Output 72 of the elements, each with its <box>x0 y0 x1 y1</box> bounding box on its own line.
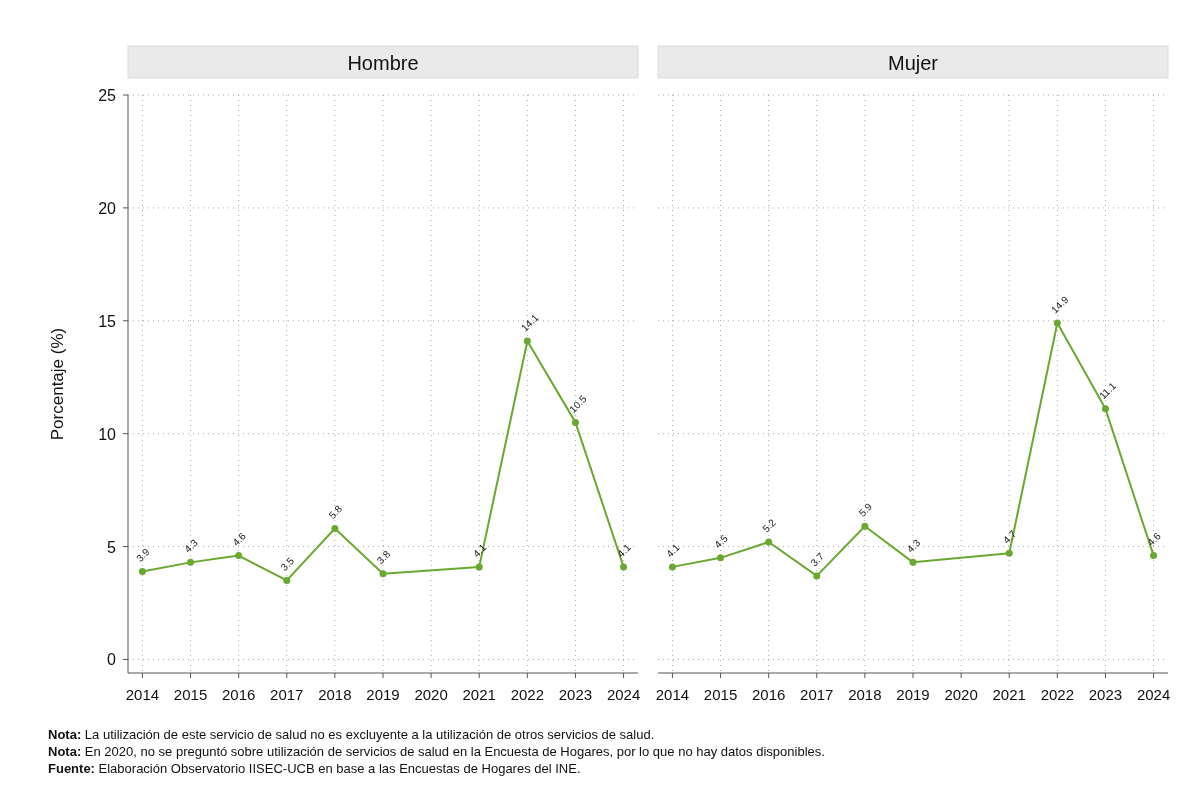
point <box>331 525 339 532</box>
data-label: 3.9 <box>134 545 152 564</box>
point <box>1005 549 1013 557</box>
x-tick-label: 2024 <box>1136 686 1171 703</box>
data-label: 4.6 <box>230 530 249 549</box>
x-tick-label: 2017 <box>800 686 834 703</box>
x-tick-label: 2023 <box>558 686 593 703</box>
data-label: 4.3 <box>182 536 201 555</box>
x-tick-label: 2015 <box>173 686 208 703</box>
data-label: 11.1 <box>1097 379 1119 402</box>
data-label: 4.5 <box>712 532 731 551</box>
point <box>1053 319 1061 327</box>
point <box>475 563 483 571</box>
data-label: 5.8 <box>326 503 345 521</box>
point <box>620 563 628 571</box>
x-tick-label: 2021 <box>992 686 1026 703</box>
x-tick-label: 2024 <box>606 686 641 703</box>
y-tick-label: 0 <box>107 651 117 669</box>
data-label: 4.1 <box>615 541 634 560</box>
point <box>1150 552 1158 560</box>
point <box>861 522 869 530</box>
data-label: 3.7 <box>808 550 827 569</box>
x-tick-label: 2016 <box>221 686 256 703</box>
x-tick-label: 2019 <box>896 686 930 703</box>
x-tick-label: 2020 <box>944 686 978 703</box>
point <box>909 558 917 566</box>
y-tick-label: 15 <box>98 312 117 330</box>
x-tick-label: 2016 <box>751 686 786 703</box>
data-label: 4.1 <box>664 541 682 560</box>
point <box>668 563 676 571</box>
point <box>765 538 773 546</box>
point <box>138 567 146 575</box>
data-label: 5.9 <box>856 500 875 519</box>
x-tick-label: 2018 <box>848 686 882 703</box>
point <box>571 418 579 426</box>
data-label: 4.6 <box>1145 530 1164 549</box>
x-tick-label: 2019 <box>366 686 400 703</box>
point <box>283 576 291 584</box>
point <box>1101 405 1109 413</box>
x-tick-label: 2014 <box>655 686 690 703</box>
y-tick-label: 20 <box>98 199 117 217</box>
y-tick-label: 25 <box>98 87 117 104</box>
x-tick-label: 2022 <box>1040 686 1075 703</box>
data-label: 3.5 <box>278 554 297 573</box>
point <box>379 570 387 578</box>
x-tick-label: 2021 <box>462 686 496 703</box>
x-tick-label: 2018 <box>318 686 352 703</box>
data-label: 4.7 <box>1000 527 1019 546</box>
x-tick-label: 2014 <box>125 686 160 703</box>
source-note: Fuente: Elaboración Observatorio IISEC-UCB en base a las Encuestas de Hogares del INE. <box>48 761 581 776</box>
data-label: 3.8 <box>374 548 393 567</box>
chart-title: Hombre <box>347 52 419 74</box>
x-tick-label: 2023 <box>1088 686 1123 703</box>
y-tick-label: 10 <box>98 425 117 443</box>
chart-title: Mujer <box>887 52 939 74</box>
x-tick-label: 2017 <box>270 686 304 703</box>
x-tick-label: 2015 <box>703 686 738 703</box>
y-axis-title: Porcentaje (%) <box>48 327 67 441</box>
text: Nota: La utilización de este servicio de salud no es excluyente a la utilización de otros servicios de salud. <box>48 727 655 742</box>
point <box>187 558 195 566</box>
x-tick-label: 2020 <box>414 686 448 703</box>
point <box>813 572 821 580</box>
point <box>523 337 531 345</box>
y-tick-label: 5 <box>107 538 117 556</box>
x-tick-label: 2022 <box>510 686 545 703</box>
point <box>717 554 725 562</box>
data-label: 4.3 <box>904 536 923 555</box>
data-label: 5.2 <box>760 516 779 535</box>
data-label: 4.1 <box>470 541 489 560</box>
data-label: 14.1 <box>518 311 541 334</box>
point <box>235 552 243 560</box>
text: Nota: En 2020, no se preguntó sobre utilización de servicios de salud en la Encuesta de Hogares, por lo que no hay datos disponibles. <box>48 744 825 759</box>
